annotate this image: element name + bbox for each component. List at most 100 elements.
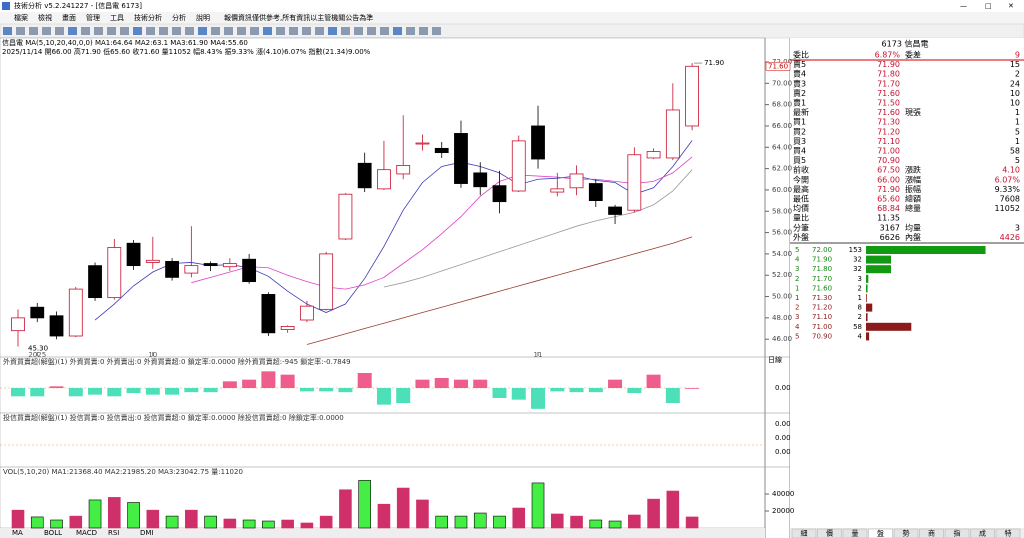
tool-icon[interactable]: [380, 27, 389, 35]
tool-icon[interactable]: [432, 27, 441, 35]
tool-icon[interactable]: [354, 27, 363, 35]
tool-icon[interactable]: [263, 27, 272, 35]
tool-icon[interactable]: [328, 27, 337, 35]
side-tab[interactable]: [944, 528, 970, 538]
side-tab-label[interactable]: 商: [928, 529, 935, 538]
menu-item[interactable]: 說明: [196, 13, 210, 22]
tool-icon[interactable]: [68, 27, 77, 35]
indicator-tab[interactable]: RSI: [108, 529, 119, 537]
side-tab-label[interactable]: 勢: [903, 529, 910, 538]
quote-value: 68.84: [877, 204, 900, 213]
tool-icon[interactable]: [393, 27, 402, 35]
volume-bar: [88, 499, 102, 529]
tool-icon[interactable]: [55, 27, 64, 35]
y-tick-label: 46.00: [772, 335, 792, 343]
side-tab[interactable]: [995, 528, 1021, 538]
tool-icon[interactable]: [302, 27, 311, 35]
menu-item[interactable]: 管理: [86, 13, 100, 22]
tool-icon[interactable]: [211, 27, 220, 35]
close[interactable]: ✕: [1008, 2, 1014, 10]
y-tick-label: 58.00: [772, 207, 792, 215]
indicator-tab[interactable]: BOLL: [44, 529, 62, 537]
tool-icon[interactable]: [198, 27, 207, 35]
quote-value: 6.07%: [995, 175, 1021, 184]
tool-icon[interactable]: [16, 27, 25, 35]
book-volume: 2: [858, 284, 862, 292]
side-tab[interactable]: [868, 528, 893, 538]
book-bar: [866, 294, 867, 302]
side-tab[interactable]: [791, 528, 817, 538]
tool-icon[interactable]: [3, 27, 12, 35]
tool-icon[interactable]: [419, 27, 428, 35]
side-tab[interactable]: [893, 528, 919, 538]
tool-icon[interactable]: [42, 27, 51, 35]
volume-bar: [550, 513, 564, 529]
maximize[interactable]: □: [985, 2, 992, 10]
quote-label: 買1: [793, 118, 806, 127]
tool-icon[interactable]: [94, 27, 103, 35]
side-tab[interactable]: [842, 528, 868, 538]
tool-icon[interactable]: [367, 27, 376, 35]
indicator-tab[interactable]: MACD: [76, 529, 97, 537]
book-rank: 2: [795, 304, 799, 312]
info-line: 2025/11/14 開66.00 高71.90 低65.60 收71.60 量…: [2, 47, 371, 56]
tool-icon[interactable]: [341, 27, 350, 35]
volume-bar: [454, 515, 468, 529]
minimize[interactable]: —: [960, 2, 967, 10]
info-line: 信昌電 MA(5,10,20,40,0,0) MA1:64.64 MA2:63.…: [2, 38, 248, 47]
menu-item[interactable]: 技術分析: [134, 13, 162, 22]
tool-icon[interactable]: [315, 27, 324, 35]
side-tab-label[interactable]: 特: [1005, 529, 1012, 538]
menu-item[interactable]: 檢視: [38, 13, 52, 22]
tool-icon[interactable]: [276, 27, 285, 35]
tool-icon[interactable]: [237, 27, 246, 35]
quote-value: 66.00: [877, 175, 900, 184]
net-bar: [550, 388, 565, 392]
side-tab-label[interactable]: 盤: [877, 529, 884, 538]
tool-icon[interactable]: [185, 27, 194, 35]
tool-icon[interactable]: [172, 27, 181, 35]
volume-bar: [647, 498, 660, 529]
tool-icon[interactable]: [250, 27, 259, 35]
indicator-tab[interactable]: DMI: [140, 529, 154, 537]
side-tab[interactable]: [817, 528, 842, 538]
tool-icon[interactable]: [133, 27, 142, 35]
tool-icon[interactable]: [107, 27, 116, 35]
quote-value: 70.90: [877, 156, 900, 165]
tool-icon[interactable]: [120, 27, 129, 35]
tool-icon[interactable]: [146, 27, 155, 35]
tool-icon[interactable]: [289, 27, 298, 35]
quote-value: 71.30: [877, 118, 900, 127]
candle-body: [49, 315, 64, 337]
tool-icon[interactable]: [81, 27, 90, 35]
candle-body: [434, 147, 449, 154]
tool-icon[interactable]: [159, 27, 168, 35]
menu-item[interactable]: 工具: [110, 14, 124, 22]
volume-bar: [50, 519, 63, 529]
indicator-tab[interactable]: MA: [12, 529, 23, 537]
side-tab-label[interactable]: 細: [801, 529, 808, 538]
side-tab[interactable]: [970, 528, 995, 538]
side-tab-label[interactable]: 成: [979, 529, 986, 538]
book-bar: [866, 322, 912, 331]
candle-body: [11, 317, 25, 332]
quote-label: 買4: [793, 147, 806, 156]
quote-volume: 1: [1015, 118, 1020, 127]
net-bar: [319, 388, 334, 392]
candle-body: [531, 125, 545, 160]
tool-icon[interactable]: [406, 27, 415, 35]
quote-label: 均量: [905, 222, 921, 232]
menu-item[interactable]: 畫面: [62, 13, 76, 22]
side-tab[interactable]: [919, 528, 944, 538]
tool-icon[interactable]: [29, 27, 38, 35]
side-tab-label[interactable]: 量: [852, 530, 859, 538]
menu-item[interactable]: 分析: [172, 13, 186, 22]
tool-icon[interactable]: [224, 27, 233, 35]
side-tab-label[interactable]: 指: [954, 529, 961, 538]
volume-bar: [281, 519, 294, 529]
candle-body: [242, 258, 257, 283]
quote-value: 9: [1015, 51, 1020, 60]
menu-item[interactable]: 檔案: [14, 13, 28, 22]
side-tab-label[interactable]: 價: [826, 529, 833, 538]
y-tick-label: 64.00: [772, 143, 792, 151]
